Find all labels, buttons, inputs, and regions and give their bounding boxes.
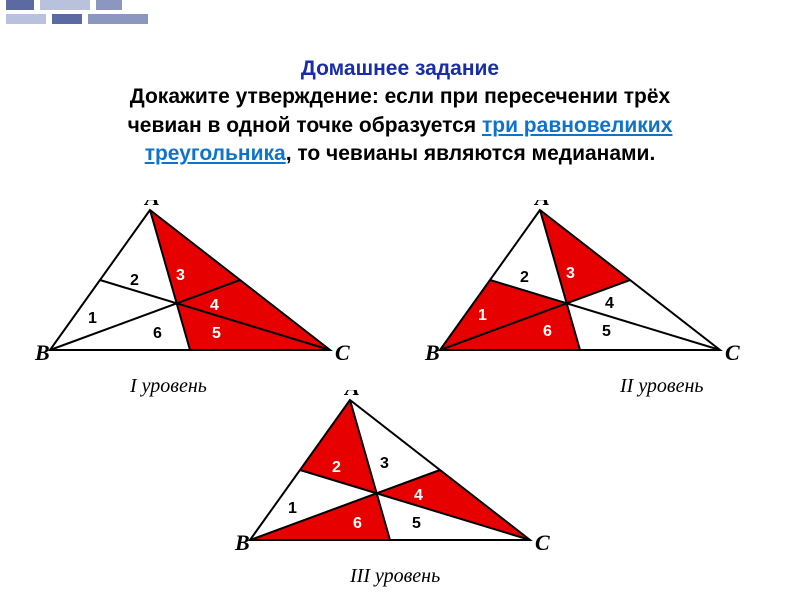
region-label-2: 2 [520,269,529,286]
title-block: Домашнее задание Докажите утверждение: е… [0,55,800,168]
region-label-6: 6 [543,323,552,340]
vertex-label-C: C [725,340,740,365]
statement-line-1: Докажите утверждение: если при пересечен… [0,83,800,111]
region-label-6: 6 [353,515,362,532]
region-label-2: 2 [130,272,139,289]
fig1: A B C 1 2 3 4 5 6 I уровень [30,200,370,405]
triangle-diagram: A B C 1 2 3 4 5 6 [30,200,370,400]
region-label-4: 4 [414,487,423,504]
statement-line-3: треугольника, то чевианы являются медиан… [0,140,800,168]
region-label-3: 3 [380,455,389,472]
statement-line-3b: , то чевианы являются медианами. [286,142,656,165]
region-label-5: 5 [602,323,611,340]
vertex-label-A: A [143,200,160,210]
linked-phrase-2: треугольника [145,142,286,165]
fig3: A B C 1 2 3 4 5 6 III уровень [230,390,570,595]
triangle-diagram: A B C 1 2 3 4 5 6 [420,200,760,400]
fig2: A B C 1 2 3 4 5 6 II уровень [420,200,760,405]
vertex-label-A: A [533,200,550,210]
region-label-2: 2 [332,459,341,476]
region-label-4: 4 [210,297,219,314]
figures-area: A B C 1 2 3 4 5 6 I уровень A B C 1 2 3 4 5 6 II уровень A B C… [0,200,800,600]
region-label-1: 1 [478,307,487,324]
statement-line-2: чевиан в одной точке образуется три равн… [0,112,800,140]
triangle-diagram: A B C 1 2 3 4 5 6 [230,390,570,590]
region-label-4: 4 [605,295,614,312]
figure-caption: I уровень [130,375,207,398]
region-label-3: 3 [176,267,185,284]
region-label-1: 1 [288,500,297,517]
heading: Домашнее задание [0,55,800,83]
region-label-5: 5 [412,515,421,532]
region-label-6: 6 [153,325,162,342]
vertex-label-B: B [234,530,250,555]
region-label-3: 3 [566,265,575,282]
vertex-label-B: B [424,340,440,365]
vertex-label-C: C [335,340,350,365]
region-label-5: 5 [212,325,221,342]
statement-line-2a: чевиан в одной точке образуется [128,114,482,137]
corner-decoration [0,0,200,30]
figure-caption: III уровень [350,565,440,588]
linked-phrase-1: три равновеликих [482,114,672,137]
vertex-label-B: B [34,340,50,365]
vertex-label-A: A [343,390,360,400]
figure-caption: II уровень [620,375,704,398]
vertex-label-C: C [535,530,550,555]
region-label-1: 1 [88,310,97,327]
